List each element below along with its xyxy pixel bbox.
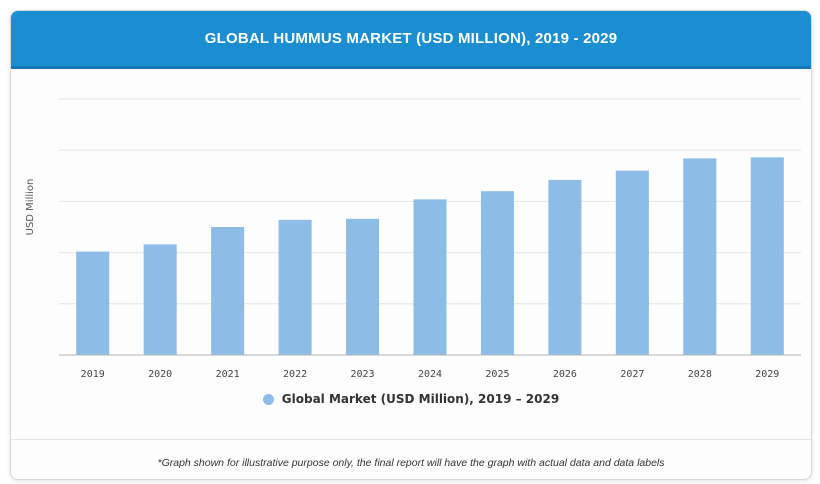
bar-2021: [211, 227, 245, 355]
bar-2029: [750, 157, 784, 355]
legend-swatch: [262, 393, 274, 405]
x-tick-label: 2020: [148, 369, 172, 380]
bar-2028: [683, 158, 717, 355]
bar-2019: [76, 251, 110, 355]
chart-card: GLOBAL HUMMUS MARKET (USD MILLION), 2019…: [10, 10, 812, 480]
x-tick-label: 2024: [418, 369, 442, 380]
x-tick-label: 2029: [755, 369, 779, 380]
x-tick-label: 2026: [553, 369, 577, 380]
chart-title: GLOBAL HUMMUS MARKET (USD MILLION), 2019…: [204, 30, 618, 47]
footer-divider: [11, 439, 811, 440]
y-axis-label: USD Million: [25, 179, 36, 236]
x-tick-labels: 2019 2020 2021 2022 2023 2024 2025 2026 2027 2028…: [81, 369, 780, 380]
bar-2027: [615, 170, 649, 355]
bar-2020: [143, 244, 177, 355]
legend: Global Market (USD Million), 2019 – 2029: [11, 392, 811, 406]
bars: [76, 157, 784, 355]
x-tick-label: 2023: [350, 369, 374, 380]
bar-2023: [346, 218, 380, 355]
footnote: *Graph shown for illustrative purpose on…: [157, 457, 665, 469]
x-tick-label: 2022: [283, 369, 307, 380]
x-tick-label: 2027: [620, 369, 644, 380]
legend-label: Global Market (USD Million), 2019 – 2029: [281, 392, 560, 406]
x-tick-label: 2019: [81, 369, 105, 380]
chart-header: GLOBAL HUMMUS MARKET (USD MILLION), 2019…: [11, 11, 811, 69]
bar-2026: [548, 179, 582, 355]
bar-2025: [480, 191, 514, 355]
x-tick-label: 2021: [216, 369, 240, 380]
bar-2024: [413, 199, 447, 355]
bar-chart: 2019 2020 2021 2022 2023 2024 2025 2026 2027 2028…: [25, 98, 801, 380]
bar-2022: [278, 219, 312, 355]
x-tick-label: 2025: [485, 369, 509, 380]
x-tick-label: 2028: [688, 369, 712, 380]
